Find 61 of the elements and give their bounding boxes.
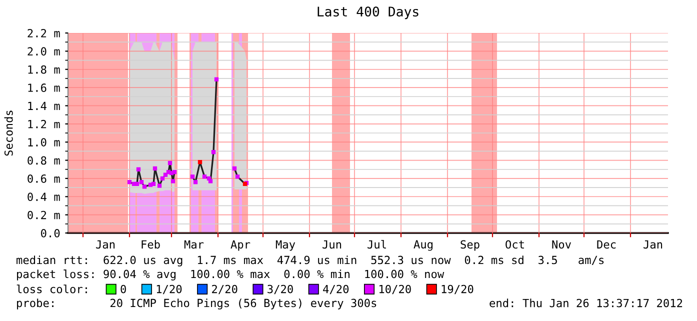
- point: [136, 167, 141, 172]
- point: [160, 176, 165, 181]
- legend-label: 4/20: [323, 284, 349, 294]
- point: [193, 180, 198, 184]
- point: [127, 180, 132, 184]
- y-tick-label: 1.8 m: [28, 65, 60, 74]
- x-tick-label: Jan: [644, 240, 662, 249]
- x-tick-label: Jun: [322, 240, 342, 249]
- x-tick-label: Feb: [142, 240, 160, 249]
- legend-label: 2/20: [212, 284, 238, 294]
- y-tick-label: 0.6 m: [28, 174, 60, 183]
- point: [211, 150, 216, 154]
- legend-label: 0: [120, 284, 126, 294]
- point: [152, 166, 158, 171]
- y-tick-label: 0.4 m: [28, 192, 60, 202]
- x-tick-label: May: [276, 240, 296, 251]
- x-tick-label: Jan: [96, 240, 115, 249]
- x-tick-label: Mar: [184, 240, 204, 249]
- y-tick-label: 0.0: [41, 229, 60, 238]
- x-tick-label: Aug: [414, 240, 432, 251]
- text: probe: 20 ICMP Echo Pings (56 Bytes) every 300s: [17, 298, 376, 310]
- y-tick-label: 0.2 m: [28, 210, 60, 220]
- x-tick-label: Jul: [368, 240, 386, 249]
- legend-title: loss color:: [16, 284, 87, 294]
- chart-title: Last 400 Days: [318, 6, 418, 20]
- text: end: Thu Jan 26 13:37:17 2012: [490, 298, 682, 308]
- x-tick-label: Oct: [506, 240, 524, 249]
- point: [139, 180, 144, 184]
- y-tick-label: 1.6 m: [28, 84, 60, 92]
- text: median rtt: 622.0 us avg 1.7 ms max 474.9 us min 552.3 us now 0.2 ms sd 3.5 am/s: [16, 256, 604, 266]
- point: [172, 170, 177, 174]
- y-tick-label: 1.4 m: [28, 102, 60, 110]
- y-tick-label: 2.0 m: [28, 47, 60, 56]
- point: [151, 182, 156, 186]
- y-tick-label: 1.2 m: [28, 120, 60, 128]
- x-tick-label: Dec: [597, 240, 616, 249]
- y-tick-label: 1.0 m: [28, 138, 60, 146]
- point: [168, 160, 172, 166]
- point: [198, 160, 202, 164]
- point: [157, 184, 162, 188]
- point: [134, 182, 140, 186]
- point: [190, 174, 195, 179]
- point: [170, 179, 176, 184]
- legend-label: 1/20: [156, 284, 182, 294]
- point: [202, 174, 207, 179]
- point: [232, 166, 237, 171]
- point: [214, 77, 219, 82]
- y-tick-label: 0.8 m: [28, 156, 60, 165]
- y-tick-label: 2.2 m: [28, 29, 60, 38]
- y-axis-title: Seconds: [4, 110, 13, 156]
- point: [235, 174, 240, 179]
- x-tick-label: Sep: [460, 240, 480, 251]
- x-tick-label: Nov: [552, 240, 571, 249]
- legend-label: 10/20: [379, 284, 411, 294]
- point: [163, 172, 168, 177]
- point: [142, 184, 147, 189]
- point: [208, 179, 213, 184]
- text: packet loss: 90.04 % avg 100.00 % max 0.00 % min 100.00 % now: [17, 270, 444, 280]
- x-tick-label: Apr: [230, 240, 250, 251]
- legend-label: 19/20: [442, 284, 474, 294]
- legend-label: 3/20: [268, 284, 293, 294]
